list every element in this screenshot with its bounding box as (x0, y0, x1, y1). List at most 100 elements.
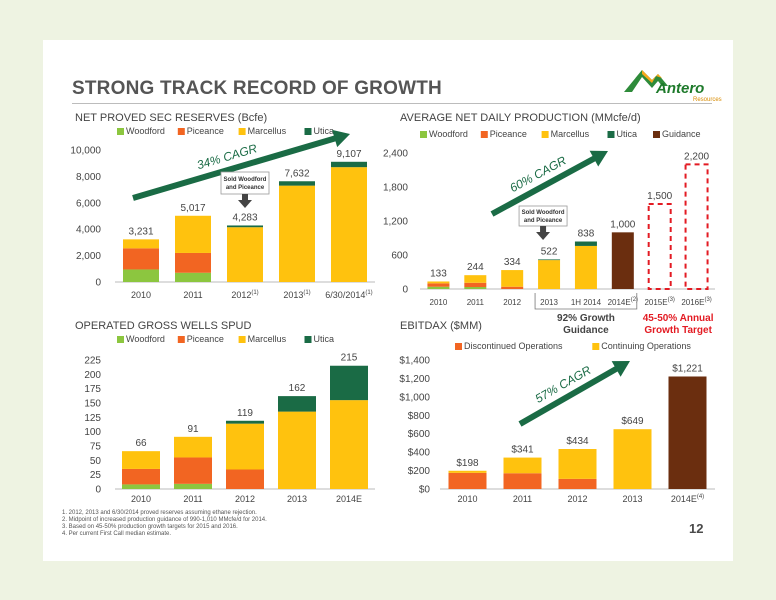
chart-svg: $0 $200 $400 $600 $800 $1,000 $1,200 $1,400 Disc… (399, 341, 715, 504)
callout-label: Sold Woodford (224, 177, 267, 183)
legend-swatch (304, 336, 312, 343)
guidance-label: 92% Growth (557, 313, 615, 324)
chart-title: AVERAGE NET DAILY PRODUCTION (MMcfe/d) (400, 112, 641, 124)
legend-label: Marcellus (248, 334, 287, 344)
bar-total-label: 162 (289, 383, 306, 394)
logo-wordmark: Antero (656, 80, 705, 97)
y-tick-label: $0 (419, 485, 431, 496)
bar-total-label: 334 (504, 257, 521, 268)
cagr-arrow-shape (518, 360, 631, 427)
y-tick-label: $1,000 (399, 392, 430, 403)
legend-label: Discontinued Operations (464, 341, 563, 351)
bar-segment (226, 420, 264, 424)
x-tick-label: 2012(1) (231, 290, 258, 300)
bar-total-label: $434 (566, 436, 589, 447)
bar-segment (501, 286, 524, 289)
bar-segment (123, 239, 159, 249)
legend-label: Utica (314, 126, 335, 136)
callout-label: and Piceance (524, 218, 563, 224)
y-tick-label: 25 (90, 470, 102, 481)
y-tick-label: $200 (408, 466, 431, 477)
y-tick-label: 0 (95, 278, 101, 289)
x-tick-superscript: (3) (668, 297, 675, 303)
legend-swatch (304, 128, 312, 135)
bar-segment (668, 376, 707, 489)
x-tick-superscript: (2) (631, 297, 638, 303)
target-dashed-bar (684, 163, 709, 290)
bar-total-label: 133 (430, 268, 447, 279)
bar-total-label: 522 (541, 246, 558, 257)
bar-segment (558, 449, 597, 479)
legend-label: Piceance (187, 334, 224, 344)
y-tick-label: 1,200 (383, 217, 408, 228)
x-tick-label: 6/30/2014(1) (325, 290, 372, 300)
x-tick-label: 2013 (287, 494, 307, 504)
legend-swatch (420, 131, 427, 138)
x-tick-superscript: (1) (303, 290, 310, 296)
chart-wells: OPERATED GROSS WELLS SPUD 0 25 50 75 100 125 1… (55, 320, 385, 505)
y-tick-label: $600 (408, 429, 431, 440)
x-tick-label: 2012 (567, 494, 587, 504)
legend-swatch (541, 131, 549, 138)
legend-swatch (238, 336, 246, 343)
legend-swatch (238, 128, 246, 135)
legend-label: Marcellus (248, 126, 287, 136)
chart-svg: 0 600 1,200 1,800 2,400 Woodford Piceance Marce… (383, 129, 715, 336)
bar-segment (427, 281, 450, 284)
bar-segment (448, 472, 487, 489)
bar-segment (330, 365, 368, 401)
bar-total-label: 244 (467, 262, 484, 273)
bar-segment (279, 181, 315, 186)
legend-label: Marcellus (551, 129, 590, 139)
callout-label: Sold Woodford (522, 210, 565, 216)
bar-segment (330, 400, 368, 489)
bar-segment (279, 185, 315, 282)
x-tick-label: 1H 2014 (571, 298, 602, 307)
title-divider (72, 103, 712, 104)
bar-total-label: 1,000 (610, 219, 635, 230)
legend-label: Piceance (187, 126, 224, 136)
bar-segment (226, 423, 264, 470)
legend-label: Woodford (429, 129, 468, 139)
x-tick-label: 2010 (131, 494, 151, 504)
bar-total-label: 119 (237, 408, 253, 419)
x-tick-superscript: (4) (697, 494, 704, 500)
bar-segment (122, 468, 160, 485)
x-tick-label: 2016E(3) (681, 297, 711, 307)
legend-label: Continuing Operations (601, 341, 691, 351)
footnote: 1. 2012, 2013 and 6/30/2014 proved reser… (62, 510, 257, 516)
bar-segment (558, 478, 597, 489)
antero-logo (624, 70, 668, 92)
y-tick-label: 100 (84, 427, 101, 438)
callout-arrow-icon (536, 226, 551, 240)
bar-segment (278, 411, 316, 489)
y-tick-label: 0 (402, 285, 408, 296)
x-tick-label: 2013 (622, 494, 642, 504)
bar-segment (464, 287, 487, 289)
bar-segment (611, 232, 634, 289)
footnote: 4. Per current First Call median estimat… (62, 531, 172, 537)
y-tick-label: 75 (90, 442, 102, 453)
chart-production: AVERAGE NET DAILY PRODUCTION (MMcfe/d) 0… (380, 112, 730, 337)
bar-total-label: $649 (621, 416, 644, 427)
y-tick-label: $400 (408, 448, 431, 459)
y-tick-label: 4,000 (76, 225, 101, 236)
legend-label: Woodford (126, 334, 165, 344)
bar-segment (123, 269, 159, 282)
y-tick-label: 600 (391, 251, 408, 262)
bar-segment (122, 484, 160, 489)
y-tick-label: 2,400 (383, 149, 408, 160)
bar-total-label: 4,283 (232, 212, 257, 223)
y-tick-label: $800 (408, 411, 431, 422)
bar-total-label: $341 (511, 445, 534, 456)
y-tick-label: 225 (84, 356, 101, 367)
y-tick-label: 125 (84, 413, 101, 424)
x-tick-label: 2011 (513, 494, 532, 504)
bar-segment (278, 396, 316, 412)
y-tick-label: 10,000 (70, 146, 101, 157)
target-value-label: 2,200 (684, 151, 709, 162)
chart-title: OPERATED GROSS WELLS SPUD (75, 320, 252, 332)
legend-label: Piceance (490, 129, 527, 139)
x-tick-label: 2013(1) (283, 290, 310, 300)
bar-segment (174, 457, 212, 484)
